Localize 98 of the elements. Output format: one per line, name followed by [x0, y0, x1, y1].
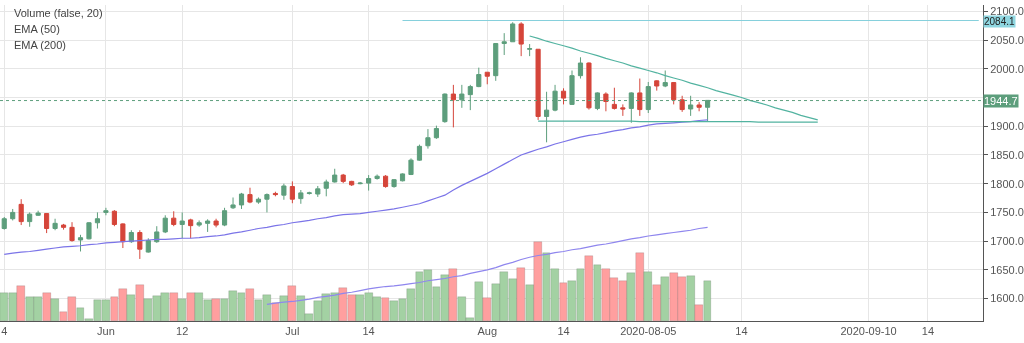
candlestick [679, 95, 685, 113]
candlestick [518, 21, 524, 57]
candlestick [383, 174, 389, 189]
candlestick [510, 21, 516, 43]
candlestick [433, 125, 439, 140]
line-series [3, 119, 709, 255]
candlestick [171, 210, 177, 227]
candlestick [111, 209, 117, 227]
annotation: EMA (50) [14, 23, 60, 35]
candlestick [484, 71, 490, 85]
candlestick [654, 79, 660, 92]
candlestick [501, 32, 507, 56]
candlestick [696, 101, 702, 112]
candlestick [188, 218, 194, 239]
x-tick-label: Jul [285, 325, 300, 338]
candlestick [493, 42, 499, 82]
candlestick [298, 189, 304, 205]
candlestick [586, 61, 592, 111]
x-tick-label: 14 [921, 325, 935, 338]
candlestick [230, 196, 236, 210]
candlestick [611, 87, 617, 111]
candlestick [577, 56, 584, 80]
ref-line-label: 1944.7 [984, 95, 1018, 107]
y-tick-label: 2100.0 [990, 5, 1024, 18]
candlestick [340, 173, 346, 184]
candlestick [120, 222, 126, 249]
candlestick [213, 218, 219, 228]
candlestick [27, 211, 33, 228]
text: 2084.1 [984, 16, 1016, 27]
candlestick [408, 157, 414, 176]
candlestick [145, 237, 151, 254]
candlestick [535, 48, 541, 121]
candlestick [603, 91, 609, 112]
x-tick-label: Jun [97, 325, 115, 338]
candlestick [366, 174, 372, 192]
candlestick [103, 207, 109, 216]
x-tick-label: 14 [557, 325, 570, 338]
candlestick [247, 187, 253, 204]
y-tick-label: 1800.0 [990, 177, 1024, 190]
y-tick-label: 1850.0 [990, 148, 1024, 161]
candlestick [154, 225, 160, 244]
candlestick [35, 210, 41, 217]
candlestick [662, 70, 668, 88]
candlestick [374, 173, 380, 181]
candlestick [332, 168, 338, 184]
candlestick [391, 178, 397, 189]
y-tick-label: 2050.0 [990, 33, 1024, 46]
candlestick [1, 216, 7, 231]
candlestick [281, 183, 287, 201]
annotation: Volume (false, 20) [14, 7, 103, 19]
candlestick [179, 211, 185, 239]
candlestick [637, 78, 643, 117]
candlestick [323, 179, 329, 197]
candlestick [264, 192, 270, 213]
candlestick [205, 218, 211, 233]
candlestick [94, 211, 101, 229]
candlestick [315, 185, 321, 198]
candlestick [476, 67, 482, 88]
candlestick [221, 207, 228, 227]
x-tick-label: 4 [1, 325, 8, 338]
y-tick-label: 1900.0 [990, 120, 1024, 133]
annotation: EMA (200) [14, 39, 66, 51]
candlestick [77, 234, 84, 252]
y-tick-label: 1600.0 [990, 292, 1024, 305]
x-tick-label: 12 [176, 325, 189, 338]
candlestick [10, 208, 16, 221]
x-tick-label: 14 [735, 325, 748, 338]
candlestick [306, 191, 312, 196]
candlestick [255, 196, 262, 205]
y-tick-label: 2000.0 [990, 62, 1024, 75]
candlestick [86, 221, 92, 240]
x-tick-label: 14 [362, 325, 375, 338]
candlestick [399, 172, 406, 182]
candlestick [196, 219, 202, 228]
candlestick [527, 43, 533, 57]
x-tick-label: 2020-08-05 [620, 325, 677, 338]
candlestick [620, 103, 626, 117]
candlestick [60, 223, 67, 231]
candlestick [162, 214, 168, 234]
x-tick-label: Aug [477, 325, 498, 338]
y-tick-label: 1700.0 [990, 234, 1024, 247]
candlestick [425, 128, 431, 150]
candlestick [357, 181, 363, 185]
candlestick [671, 81, 677, 105]
y-tick-label: 1750.0 [990, 206, 1024, 219]
candlestick [18, 198, 24, 226]
line-series [266, 226, 709, 305]
x-tick-label: 2020-09-10 [840, 325, 897, 338]
candlestick [416, 144, 423, 162]
candlestick [289, 180, 295, 204]
y-tick-label: 1650.0 [990, 263, 1024, 276]
candlestick [137, 229, 143, 260]
candlestick [238, 192, 245, 210]
candlestick [52, 218, 58, 231]
candlestick [450, 84, 456, 128]
candlestick [44, 212, 50, 234]
candlestick [69, 221, 75, 243]
candlestick [560, 87, 567, 105]
